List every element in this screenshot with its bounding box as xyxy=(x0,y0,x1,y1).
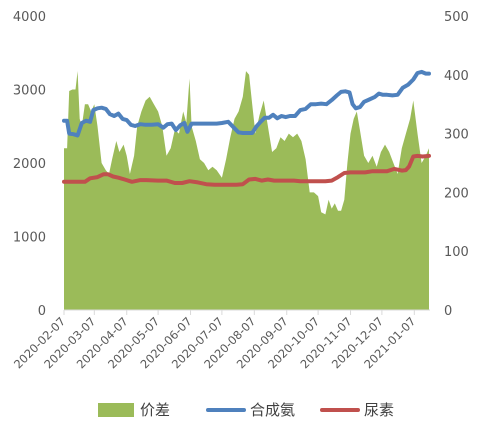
left-y-tick-label: 2000 xyxy=(13,157,46,172)
plot-area xyxy=(62,69,431,310)
left-y-tick-label: 4000 xyxy=(13,10,46,25)
synthetic-ammonia-line xyxy=(62,69,431,138)
right-y-tick-label: 0 xyxy=(444,304,452,319)
right-y-tick-label: 300 xyxy=(444,128,469,143)
right-y-axis-tick-labels: 0 100 200 300 400 500 xyxy=(444,10,469,319)
legend-label-synthetic-ammonia: 合成氨 xyxy=(250,401,295,419)
urea-line xyxy=(62,153,431,187)
legend-swatch-price-spread xyxy=(98,403,134,417)
x-axis-tick-labels: 2020-02-072020-03-072020-04-072020-05-07… xyxy=(11,310,418,371)
left-y-tick-label: 3000 xyxy=(13,84,46,99)
legend: 价差 合成氨 尿素 xyxy=(98,401,394,419)
right-y-tick-label: 100 xyxy=(444,245,469,260)
legend-label-urea: 尿素 xyxy=(364,401,394,419)
left-y-tick-label: 0 xyxy=(38,304,46,319)
right-y-tick-label: 400 xyxy=(444,69,469,84)
legend-label-price-spread: 价差 xyxy=(140,401,170,419)
left-y-tick-label: 1000 xyxy=(13,231,46,246)
left-y-axis-tick-labels: 0 1000 2000 3000 4000 xyxy=(13,10,46,319)
price-spread-area xyxy=(64,71,429,310)
right-y-tick-label: 500 xyxy=(444,10,469,25)
right-y-tick-label: 200 xyxy=(444,186,469,201)
